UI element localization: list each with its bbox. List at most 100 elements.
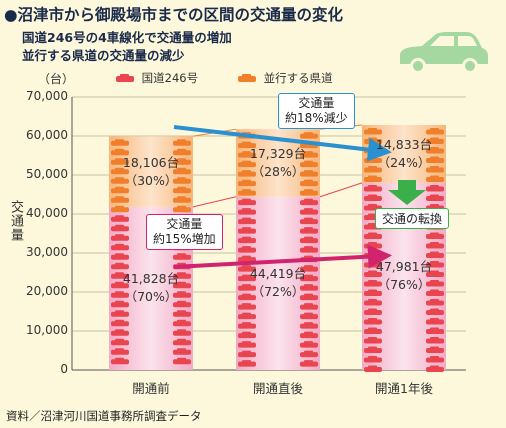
car-mark [430, 337, 439, 341]
car-mark [242, 198, 251, 203]
car-icon [238, 73, 256, 82]
car-mark [242, 312, 251, 317]
car-mark [304, 236, 313, 241]
car-mark [242, 274, 251, 279]
data-label-route246: 41,828台 （70%） [101, 270, 201, 306]
car-mark [430, 327, 439, 332]
connector-route246 [192, 196, 237, 208]
unit-label: （台） [38, 72, 75, 86]
car-mark [430, 242, 439, 246]
car-mark [304, 274, 313, 279]
data-label-route246-value: 47,981台 [375, 259, 433, 275]
car-mark [115, 205, 124, 210]
car-mark [430, 365, 439, 370]
car-mark [242, 303, 251, 307]
data-label-prefectural-road-percent: （30%） [124, 172, 178, 188]
car-mark [430, 289, 439, 294]
car-mark [430, 156, 439, 161]
car-mark [115, 281, 124, 286]
car-mark [430, 194, 439, 199]
car-mark [304, 246, 313, 250]
car-mark [430, 261, 439, 265]
car-mark [115, 319, 124, 324]
data-label-route246: 44,419台 （72%） [228, 265, 328, 301]
car-mark [304, 303, 313, 307]
data-label-route246-percent: （72%） [251, 284, 305, 300]
car-mark [115, 186, 124, 191]
x-tick-label: 開通直後 [252, 381, 303, 396]
legend-label-route246: 国道246号 [141, 71, 199, 85]
bar-route246 [236, 196, 320, 370]
car-mark [304, 151, 313, 155]
car-mark [115, 224, 124, 229]
data-label-route246-percent: （76%） [377, 277, 431, 293]
car-mark [304, 265, 313, 269]
car-mark [242, 236, 251, 241]
data-label-prefectural-road: 17,329台 （28%） [228, 145, 328, 181]
car-mark [304, 322, 313, 326]
car-mark [115, 196, 124, 200]
car-mark [242, 265, 251, 269]
car-mark [304, 227, 313, 231]
car-mark [368, 318, 377, 322]
car-mark [304, 160, 313, 165]
car-mark [430, 128, 439, 132]
car-mark [368, 270, 377, 275]
car-mark [115, 310, 124, 314]
legend-label-prefectural-road: 並行する県道 [263, 71, 333, 85]
car-mark [115, 167, 124, 172]
callout-increase-line1: 交通量 [166, 217, 203, 231]
y-tick-label: 10,000 [26, 323, 68, 337]
x-tick-label: 開通前 [132, 381, 170, 396]
car-mark [242, 151, 251, 155]
car-mark [430, 185, 439, 189]
car-mark [368, 356, 377, 360]
car-mark [177, 205, 186, 210]
callout-increase-line2: 約15%増加 [153, 232, 216, 246]
car-mark [368, 242, 377, 246]
car-mark [430, 147, 439, 151]
y-tick-label: 20,000 [26, 284, 68, 298]
car-mark [368, 289, 377, 294]
car-mark [242, 160, 251, 165]
car-mark [242, 350, 251, 355]
increase-arrow [173, 244, 392, 269]
data-label-prefectural-road-percent: （28%） [251, 163, 305, 179]
car-mark [368, 166, 377, 170]
y-tick-label: 50,000 [26, 167, 68, 181]
car-mark [368, 185, 377, 189]
callout-decrease-line1: 交通量 [298, 96, 335, 110]
car-mark [430, 346, 439, 351]
car-mark [115, 329, 124, 333]
car-mark [304, 132, 313, 136]
chart-title: ●沼津市から御殿場市までの区間の交通量の変化 [4, 6, 344, 24]
car-mark [242, 179, 251, 184]
car-mark [430, 175, 439, 180]
legend-prefectural-road: 並行する県道 [238, 70, 333, 86]
car-mark [115, 300, 124, 305]
car-mark [115, 234, 124, 238]
car-mark [242, 170, 251, 174]
car-icon [400, 32, 488, 74]
car-mark [242, 331, 251, 336]
car-mark [368, 223, 377, 227]
car-mark [430, 299, 439, 303]
car-mark [430, 280, 439, 284]
car-mark [242, 217, 251, 222]
car-mark [368, 365, 377, 370]
car-mark [242, 246, 251, 250]
car-mark [177, 139, 186, 143]
car-mark [177, 158, 186, 162]
car-mark [430, 251, 439, 256]
y-tick-label: 70,000 [26, 89, 68, 103]
car-mark [242, 341, 251, 345]
car-mark [304, 198, 313, 203]
car-mark [368, 213, 377, 218]
car-mark [177, 177, 186, 181]
car-mark [304, 350, 313, 355]
car-mark [242, 189, 251, 193]
car-mark [430, 308, 439, 313]
callout-increase: 交通量 約15%増加 [146, 214, 223, 250]
car-mark [177, 196, 186, 200]
connector-route246 [319, 182, 363, 198]
